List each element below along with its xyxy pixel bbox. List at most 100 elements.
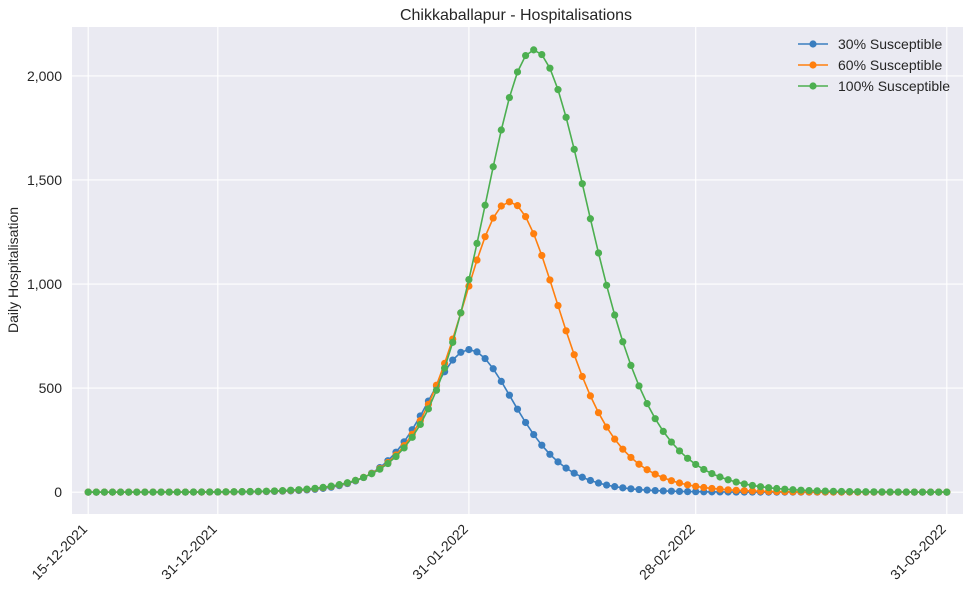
data-point [513,202,522,210]
data-point [473,256,481,264]
x-tick-label: 31-12-2021 [158,521,220,583]
data-point [262,487,270,495]
data-point [441,364,449,372]
data-point [586,392,595,400]
data-point [465,345,473,354]
data-point [910,488,919,496]
data-point [756,483,765,491]
data-point [862,488,870,496]
data-point [627,361,635,369]
data-point [659,487,667,495]
data-point [368,470,376,478]
data-point [125,488,133,496]
data-point [465,276,473,284]
data-point [635,460,643,468]
data-point [513,68,522,76]
y-tick-label: 1,500 [27,172,62,188]
data-point [667,438,676,446]
data-point [538,50,546,59]
y-axis-ticks: 0 500 1,000 1,500 2,000 [27,68,62,500]
data-point [813,487,821,495]
data-point [206,488,214,496]
data-point [684,487,692,496]
data-point [92,488,100,496]
data-point [578,473,586,481]
data-point [732,478,740,486]
data-point [894,488,902,496]
data-point [611,483,619,491]
data-point [708,484,716,493]
data-point [562,464,570,472]
data-point [643,400,651,408]
data-point [578,372,586,381]
data-point [700,483,708,492]
data-point [611,311,619,319]
data-point [692,460,700,469]
data-point [449,356,457,364]
data-point [141,488,149,496]
data-point [651,486,659,495]
series-layer [84,46,951,496]
data-point [878,488,886,496]
data-point [870,488,878,496]
data-point [935,488,943,496]
x-tick-label: 15-12-2021 [28,521,90,583]
data-point [821,487,829,495]
grid-lines [72,27,963,514]
data-point [643,466,651,474]
y-tick-label: 0 [54,484,62,500]
data-point [651,415,659,423]
data-point [473,239,481,248]
data-point [603,281,611,289]
data-point [432,386,441,394]
data-point [416,420,424,429]
legend-item: 30% Susceptible [798,36,943,52]
data-point [481,354,489,363]
data-point [692,482,700,490]
data-point [732,486,740,494]
data-point [659,427,667,435]
data-point [400,444,408,452]
data-point [424,405,432,413]
data-point [489,365,497,373]
data-point [546,450,554,458]
data-point [667,477,676,485]
x-axis-ticks: 15-12-2021 31-12-2021 31-01-2022 28-02-2022… [28,521,949,583]
data-point [700,465,708,474]
legend-marker [809,40,817,48]
data-point [214,488,222,496]
data-point [303,485,311,493]
data-point [222,488,230,496]
data-point [392,452,400,461]
data-point [627,453,635,462]
legend-label: 60% Susceptible [838,57,943,73]
data-point [854,488,862,496]
data-point [570,351,578,359]
y-tick-label: 1,000 [27,276,62,292]
data-point [287,486,295,494]
data-point [505,93,513,102]
data-point [198,488,206,496]
data-point [724,486,732,494]
data-point [886,488,894,496]
data-point [189,488,198,496]
data-point [157,488,165,496]
data-point [489,163,497,171]
data-point [562,113,570,121]
data-point [675,447,684,455]
data-point [497,202,505,210]
data-point [797,486,805,494]
data-point [627,485,635,493]
data-point [740,480,748,488]
legend-label: 100% Susceptible [838,78,950,94]
y-tick-label: 500 [39,380,63,396]
data-point [530,230,538,238]
data-point [376,465,384,473]
data-point [489,214,497,222]
data-point [789,486,797,494]
data-point [270,487,279,495]
data-point [724,476,732,484]
data-point [181,488,189,496]
data-point [692,488,700,496]
